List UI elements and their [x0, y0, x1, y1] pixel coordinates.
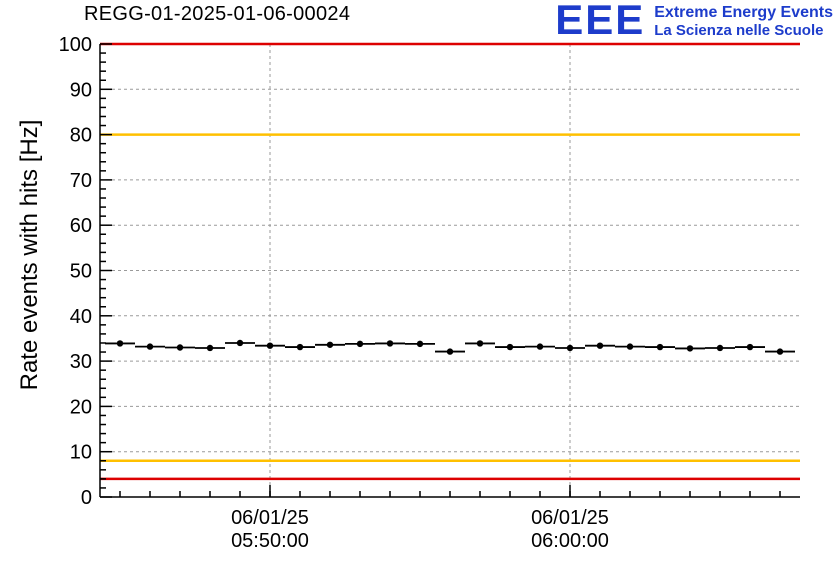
series-marker	[236, 339, 244, 347]
eee-logo: EEE Extreme Energy Events La Scienza nel…	[555, 0, 833, 43]
series-marker	[416, 340, 424, 348]
series-marker	[686, 345, 694, 352]
series-marker	[536, 343, 544, 350]
y-tick-label: 80	[70, 125, 92, 147]
series-marker	[266, 342, 274, 349]
series-marker	[566, 344, 574, 352]
series-marker	[146, 343, 154, 350]
series-marker	[626, 343, 634, 350]
eee-logo-line2: La Scienza nelle Scuole	[654, 22, 824, 39]
series-marker	[716, 344, 724, 352]
eee-logo-text: Extreme Energy Events La Scienza nelle S…	[654, 1, 833, 40]
series-marker	[446, 348, 454, 355]
series-marker	[206, 344, 214, 352]
eee-logo-line1: Extreme Energy Events	[654, 4, 833, 21]
x-tick-label-time: 06:00:00	[531, 530, 609, 552]
x-tick-label-date: 06/01/25	[231, 507, 309, 529]
y-tick-label: 40	[70, 306, 92, 328]
chart-title: REGG-01-2025-01-06-00024	[84, 3, 351, 25]
y-tick-label: 100	[59, 34, 92, 56]
y-tick-label: 20	[70, 396, 92, 418]
series-marker	[476, 340, 484, 347]
y-tick-label: 0	[81, 487, 92, 509]
y-tick-label: 90	[70, 79, 92, 101]
series-marker	[356, 340, 364, 348]
y-tick-label: 60	[70, 215, 92, 237]
y-tick-label: 50	[70, 261, 92, 283]
x-tick-label-time: 05:50:00	[231, 530, 309, 552]
y-tick-label: 30	[70, 351, 92, 373]
eee-logo-acronym: EEE	[555, 0, 646, 43]
series-marker	[596, 342, 604, 349]
series-marker	[116, 340, 124, 347]
x-tick-label-date: 06/01/25	[531, 507, 609, 529]
series-marker	[746, 343, 754, 351]
series-marker	[656, 343, 664, 351]
y-tick-label: 10	[70, 442, 92, 464]
series-marker	[776, 348, 784, 355]
series-marker	[296, 343, 304, 351]
series-marker	[386, 340, 394, 347]
series-marker	[506, 343, 514, 351]
series-marker	[176, 344, 184, 351]
y-tick-label: 70	[70, 170, 92, 192]
series-marker	[326, 341, 334, 348]
